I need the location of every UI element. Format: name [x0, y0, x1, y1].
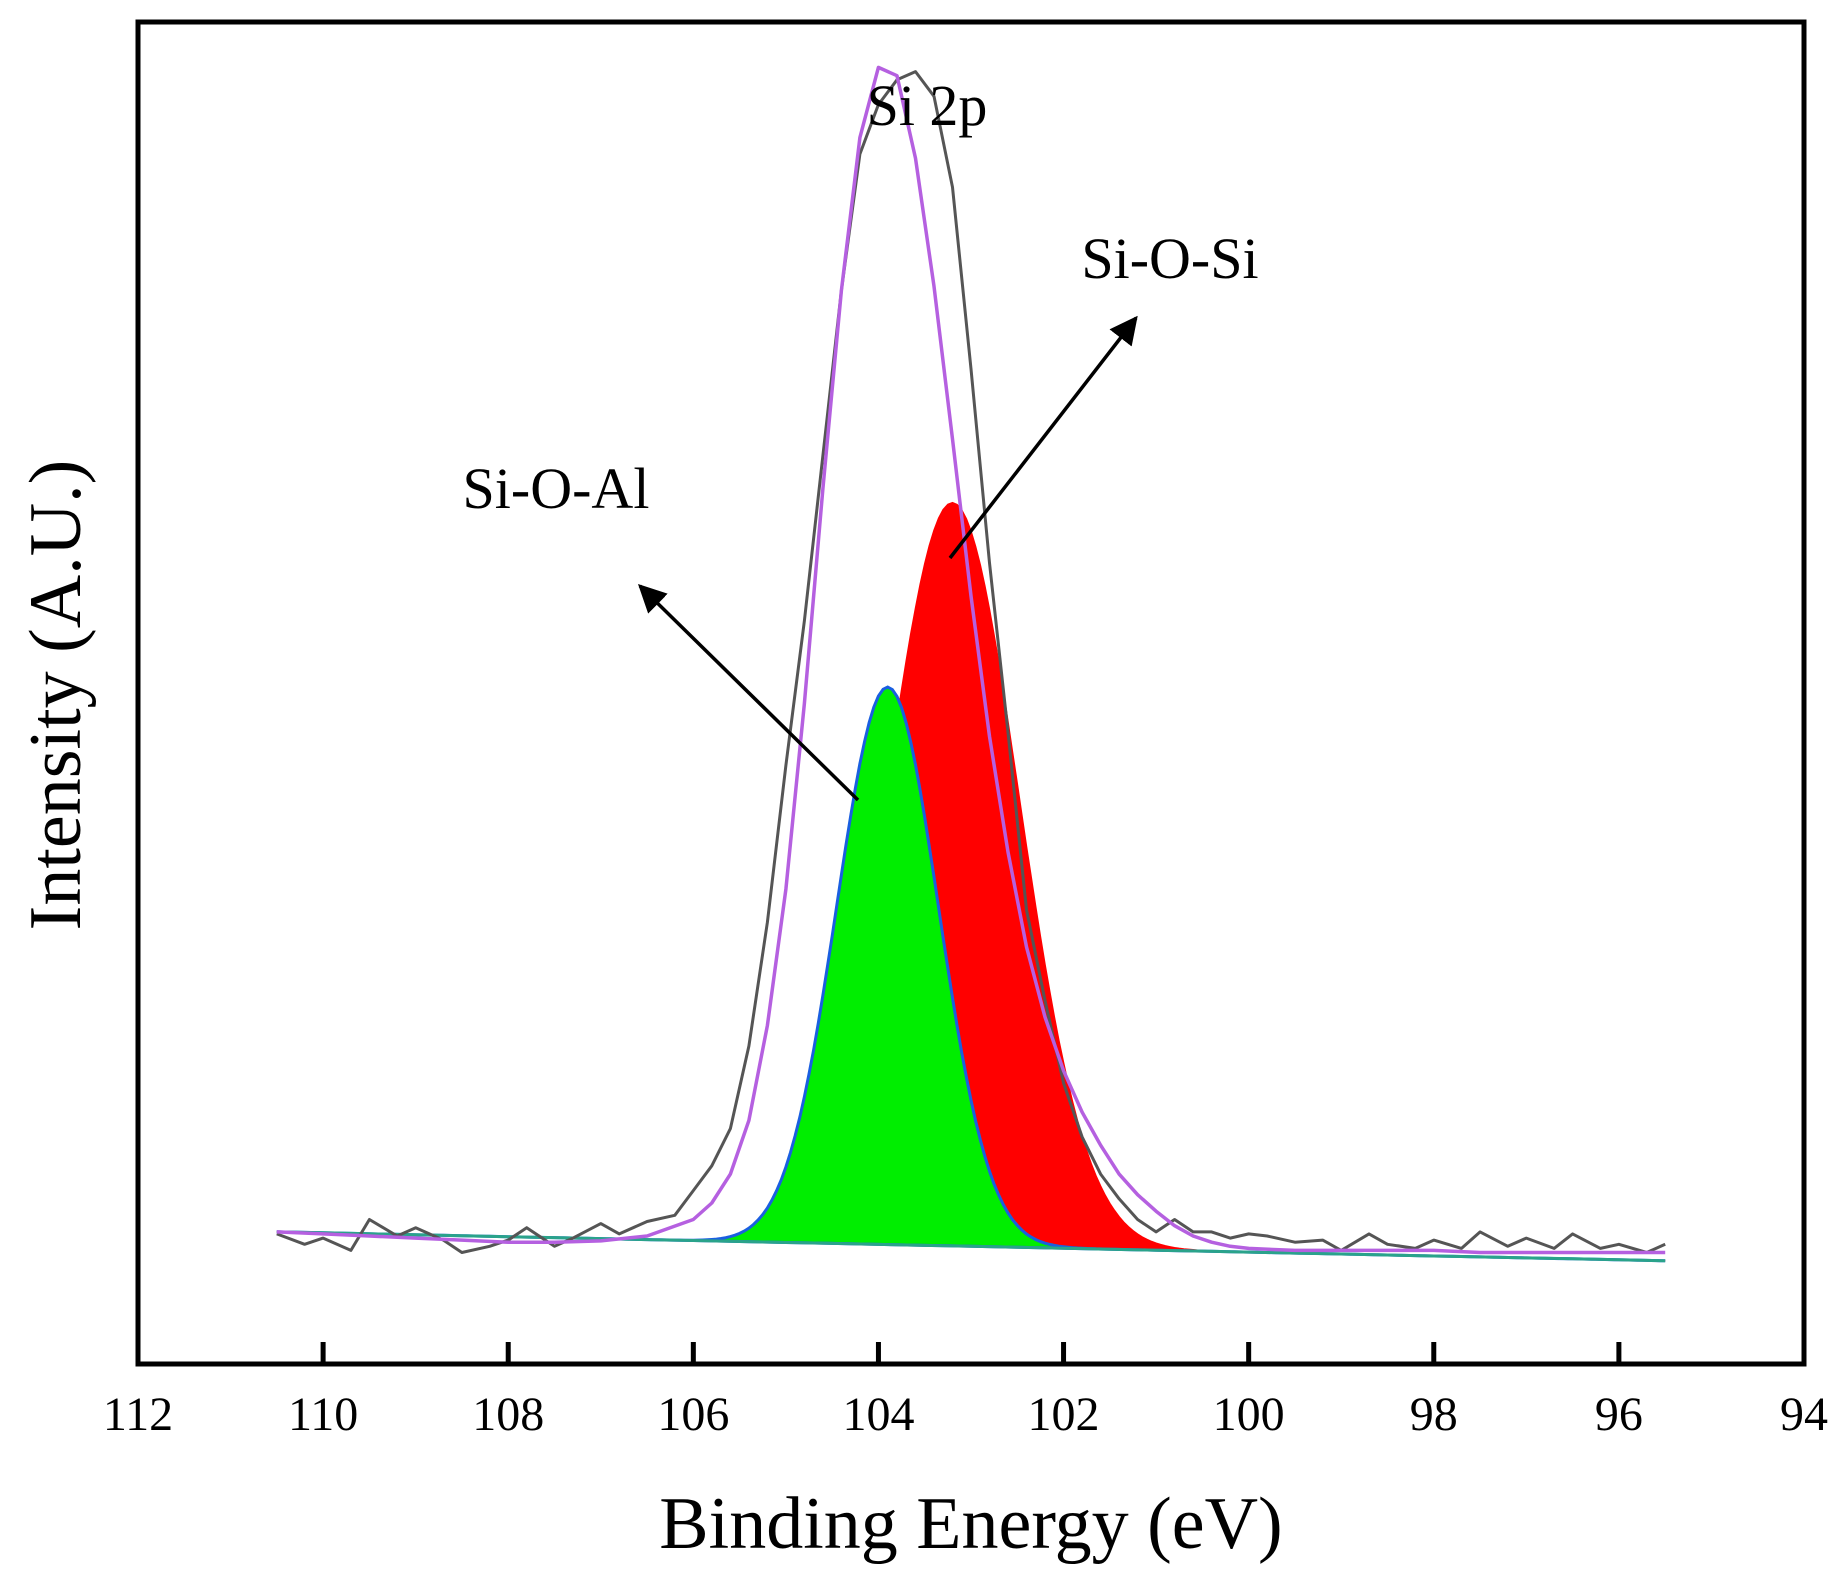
x-tick-label: 112 — [103, 1388, 173, 1441]
x-tick-label: 110 — [288, 1388, 358, 1441]
annotation-si-o-al: Si-O-Al — [463, 456, 650, 521]
chart-title: Si 2p — [867, 73, 988, 138]
annotation-si-o-si: Si-O-Si — [1081, 226, 1258, 291]
x-tick-label: 108 — [472, 1388, 544, 1441]
x-tick-label: 96 — [1595, 1388, 1643, 1441]
x-tick-label: 106 — [657, 1388, 729, 1441]
x-tick-label: 94 — [1780, 1388, 1828, 1441]
arrow-si-o-al — [638, 584, 860, 802]
plot-frame — [135, 19, 1807, 1367]
x-tick-label: 102 — [1028, 1388, 1100, 1441]
arrow-si-o-si — [948, 315, 1138, 560]
x-axis-ticks: 112 110 108 106 104 102 100 98 96 94 — [103, 1342, 1828, 1441]
series-envelope-fit — [276, 65, 1666, 1255]
series-layer — [276, 65, 1666, 1263]
annotations: Si 2p Si-O-Al Si-O-Si — [463, 73, 1259, 802]
x-tick-label: 104 — [842, 1388, 914, 1441]
background-line — [276, 1230, 1666, 1263]
x-tick-label: 100 — [1213, 1388, 1285, 1441]
x-tick-label: 98 — [1410, 1388, 1458, 1441]
y-axis-title: Intensity (A.U.) — [15, 460, 97, 931]
x-axis-title: Binding Energy (eV) — [659, 1483, 1282, 1565]
series-raw-data — [276, 70, 1666, 1254]
